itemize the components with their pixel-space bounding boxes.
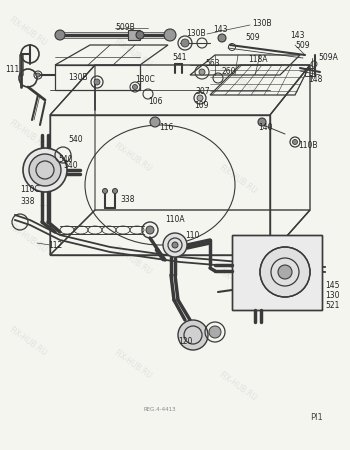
Text: 110C: 110C (20, 185, 40, 194)
Text: 111: 111 (5, 66, 19, 75)
Circle shape (164, 29, 176, 41)
Circle shape (94, 79, 100, 85)
Text: 338: 338 (120, 195, 134, 204)
Text: 110B: 110B (298, 141, 317, 150)
Circle shape (29, 154, 61, 186)
Text: FIX-HUB.RU: FIX-HUB.RU (112, 38, 154, 70)
Circle shape (178, 320, 208, 350)
Text: 148: 148 (308, 76, 322, 85)
Text: FIX-HUB.RU: FIX-HUB.RU (112, 245, 154, 277)
Circle shape (278, 265, 292, 279)
Text: 112: 112 (48, 240, 62, 249)
Text: 143: 143 (213, 26, 228, 35)
Circle shape (36, 73, 40, 77)
Text: FIX-HUB.RU: FIX-HUB.RU (112, 141, 154, 174)
Text: 509: 509 (295, 40, 310, 50)
Circle shape (260, 247, 310, 297)
Text: 130: 130 (325, 291, 340, 300)
Text: 145: 145 (325, 280, 340, 289)
Circle shape (172, 242, 178, 248)
Text: REG.4-4413: REG.4-4413 (144, 407, 176, 412)
Text: 338: 338 (20, 198, 35, 207)
Text: 541: 541 (172, 53, 187, 62)
Text: 120: 120 (178, 338, 193, 346)
Text: 540: 540 (68, 135, 83, 144)
Circle shape (150, 117, 160, 127)
Bar (128, 30, 140, 40)
Text: 109: 109 (194, 100, 209, 109)
Bar (305, 68, 315, 76)
Text: 509B: 509B (115, 23, 135, 32)
Text: 140: 140 (258, 123, 273, 132)
Circle shape (258, 118, 266, 126)
Circle shape (103, 189, 107, 194)
Text: 106: 106 (148, 96, 162, 105)
Text: 509: 509 (245, 32, 260, 41)
Text: 143: 143 (290, 31, 304, 40)
Text: 110A: 110A (165, 216, 185, 225)
Text: FIX-HUB.RU: FIX-HUB.RU (7, 326, 49, 358)
Circle shape (181, 39, 189, 47)
Bar (232, 235, 322, 310)
Text: 130C: 130C (135, 76, 155, 85)
Text: FIX-HUB.RU: FIX-HUB.RU (7, 119, 49, 151)
Text: 540: 540 (58, 156, 73, 165)
Text: Pl1: Pl1 (310, 414, 323, 423)
Text: FIX-HUB.RU: FIX-HUB.RU (217, 164, 259, 196)
Circle shape (293, 140, 297, 144)
Circle shape (209, 326, 221, 338)
Text: FIX-HUB.RU: FIX-HUB.RU (7, 15, 49, 48)
Circle shape (23, 148, 67, 192)
Circle shape (146, 226, 154, 234)
Text: 260: 260 (222, 68, 237, 76)
Text: 521: 521 (325, 301, 340, 310)
Text: 307: 307 (195, 87, 210, 96)
Text: 110: 110 (185, 230, 199, 239)
Circle shape (163, 233, 187, 257)
Circle shape (133, 85, 138, 90)
Text: 118A: 118A (248, 55, 267, 64)
Text: FIX-HUB.RU: FIX-HUB.RU (217, 267, 259, 300)
Circle shape (112, 189, 118, 194)
Text: FIX-HUB.RU: FIX-HUB.RU (217, 371, 259, 403)
Text: FIX-HUB.RU: FIX-HUB.RU (112, 348, 154, 381)
Text: 130B: 130B (68, 72, 88, 81)
Circle shape (55, 30, 65, 40)
Text: 116: 116 (159, 122, 173, 131)
Circle shape (197, 95, 203, 101)
Text: FIX-HUB.RU: FIX-HUB.RU (217, 65, 259, 97)
Text: 540: 540 (63, 161, 78, 170)
Text: 563: 563 (205, 59, 220, 68)
Circle shape (136, 31, 144, 39)
Text: 130B: 130B (186, 30, 206, 39)
Text: 509A: 509A (318, 54, 338, 63)
Bar (232, 235, 322, 310)
Text: 130B: 130B (252, 18, 272, 27)
Text: FIX-HUB.RU: FIX-HUB.RU (7, 222, 49, 255)
Circle shape (218, 34, 226, 42)
Circle shape (199, 69, 205, 75)
